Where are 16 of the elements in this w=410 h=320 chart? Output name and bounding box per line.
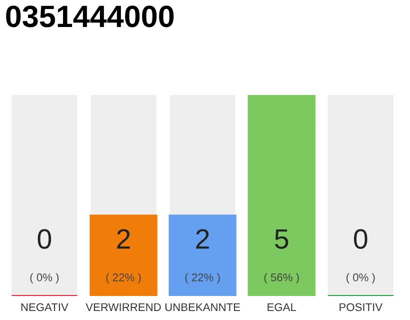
data-label: 2 [196,229,209,249]
annotation: ( 0% ) [30,273,59,284]
data-label: 2 [117,229,130,249]
annotation: ( 22% ) [106,273,141,284]
annotation: ( 0% ) [346,273,375,284]
annotation: ( 56% ) [264,273,299,284]
data-label: 5 [274,229,288,249]
x-tick-label: VERWIRREND [86,303,161,311]
data-label: 0 [38,229,52,249]
x-tick-label: NEGATIV [21,303,68,312]
data-label: 0 [354,229,368,249]
annotation: ( 22% ) [185,273,220,284]
x-tick-label: EGAL [268,303,296,312]
x-tick-label: UNBEKANNTE [165,303,240,312]
chart-title: 0351444000 [6,6,174,28]
x-tick-label: POSITIV [340,303,383,312]
